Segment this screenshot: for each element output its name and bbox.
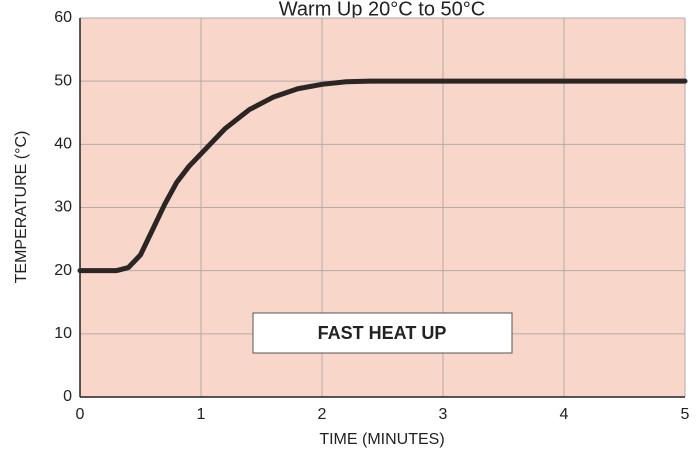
- x-tick-label: 0: [76, 406, 85, 423]
- y-axis-label: TEMPERATURE (°C): [13, 131, 30, 284]
- annotation-box: [252, 312, 513, 354]
- y-tick-label: 50: [54, 72, 72, 89]
- y-tick-label: 0: [63, 388, 72, 405]
- x-tick-label: 2: [318, 406, 327, 423]
- y-tick-label: 30: [54, 199, 72, 216]
- line-series: [77, 78, 688, 274]
- annotation: FAST HEAT UP: [318, 323, 447, 343]
- x-tick-label: 1: [197, 406, 206, 423]
- x-tick-label: 3: [439, 406, 448, 423]
- x-tick-label: 5: [681, 406, 690, 423]
- y-tick-label: 40: [54, 136, 72, 153]
- x-tick-label: 4: [560, 406, 569, 423]
- y-tick-label: 60: [54, 9, 72, 26]
- chart-title: Warm Up 20°C to 50°C: [279, 0, 485, 20]
- y-tick-label: 20: [54, 262, 72, 279]
- y-tick-label: 10: [54, 325, 72, 342]
- x-axis-label: TIME (MINUTES): [319, 431, 444, 448]
